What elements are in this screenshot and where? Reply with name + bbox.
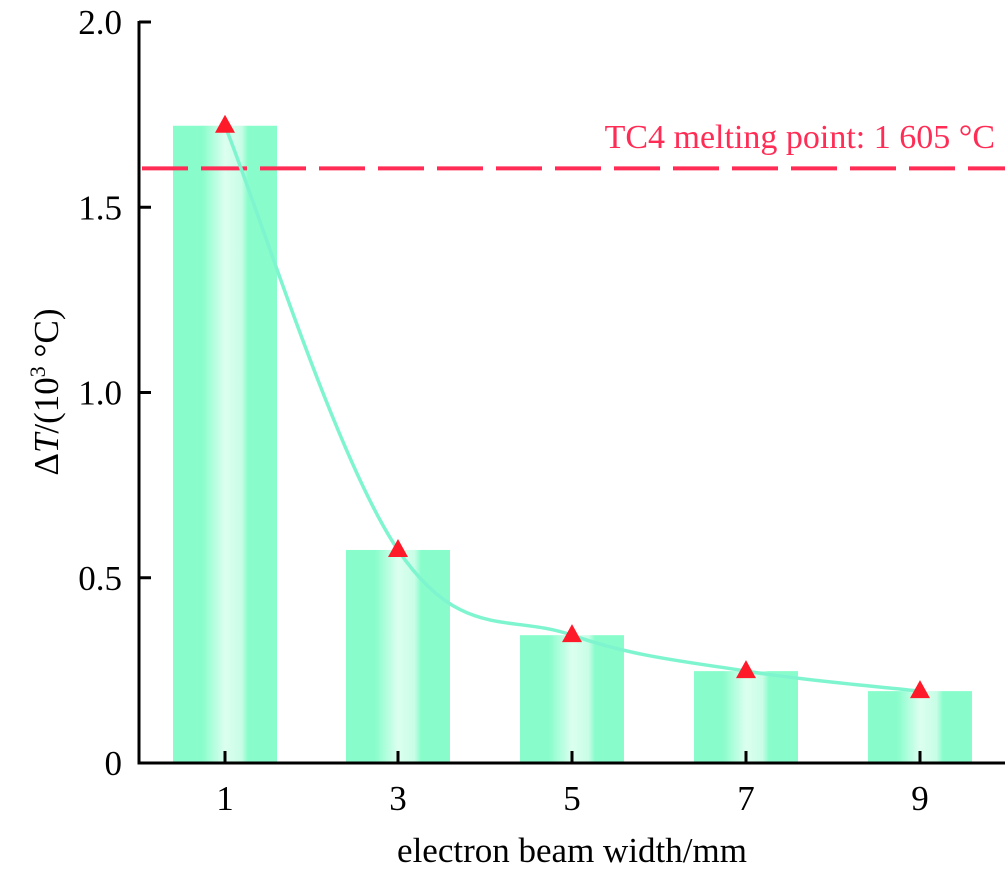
y-ticks: 0 0.5 1.0 1.5 2.0 — [78, 3, 151, 783]
y-axis-label: ΔT/(103 °C) — [25, 308, 66, 475]
bars — [173, 125, 972, 764]
x-tick-label: 9 — [911, 779, 929, 818]
x-ticks: 1 3 5 7 9 — [216, 751, 929, 818]
trend-curve — [223, 125, 921, 693]
marker-triangle-5 — [562, 624, 582, 643]
x-tick-label: 3 — [389, 779, 407, 818]
marker-triangle-9 — [910, 680, 930, 699]
bar-3 — [346, 549, 450, 763]
marker-triangle-1 — [215, 114, 235, 133]
x-axis-label: electron beam width/mm — [397, 831, 747, 870]
bar-7 — [694, 671, 798, 763]
melting-point-label: TC4 melting point: 1 605 °C — [605, 119, 995, 156]
bar-5 — [520, 635, 624, 763]
y-tick-label: 2.0 — [78, 3, 122, 42]
markers — [215, 114, 930, 699]
marker-triangle-7 — [736, 660, 756, 679]
y-tick-label: 0 — [105, 744, 123, 783]
bar-1 — [173, 125, 277, 764]
x-tick-label: 1 — [216, 779, 234, 818]
x-tick-label: 7 — [737, 779, 755, 818]
y-tick-label: 0.5 — [78, 559, 122, 598]
marker-triangle-3 — [388, 538, 408, 557]
y-tick-label: 1.0 — [78, 374, 122, 413]
x-tick-label: 5 — [563, 779, 581, 818]
y-tick-label: 1.5 — [78, 188, 122, 227]
